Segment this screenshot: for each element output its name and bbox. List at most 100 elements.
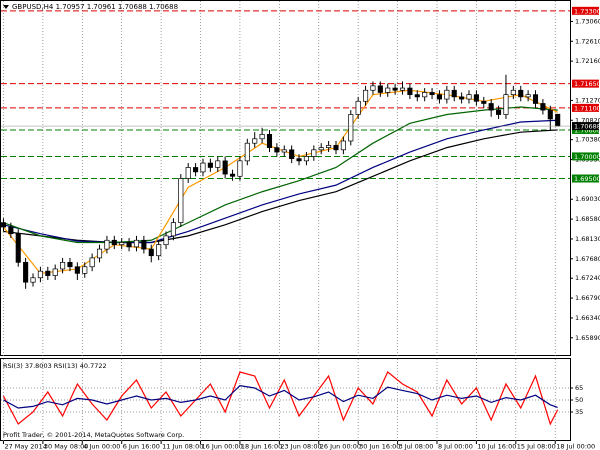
candle-body [540,103,546,111]
candle-body [133,239,140,248]
y-tick-label: 1.65890 [575,334,600,342]
x-tick-label: 18 Jul 00:00 [556,443,595,450]
candle-body [473,94,479,102]
x-tick-label: 4 Jun 00:00 [83,443,120,450]
level-label: 1.69500 [574,175,600,183]
candle-body [303,156,309,162]
x-tick-label: 3 Jul 08:00 [399,443,434,450]
y-tick-label: 65 [575,384,583,392]
x-tick-label: 16 Jun 00:00 [202,443,243,450]
candle-body [119,242,125,246]
candle-body [30,277,36,283]
candle-body [555,113,561,127]
candle-body [96,248,103,259]
candle-body [311,149,317,157]
candle-body [0,222,7,228]
y-tick-label: 1.70820 [575,116,600,124]
candle-body [178,178,184,223]
y-tick-label: 1.70380 [575,136,600,144]
candle-body [274,147,280,153]
candle-body [104,239,110,250]
candle-body [148,248,154,257]
candle-body [52,268,58,276]
candle-body [414,94,420,98]
y-tick-label: 1.72610 [575,37,600,45]
x-tick-label: 30 May 08:00 [44,443,89,450]
candle-body [377,85,383,93]
level-label: 1.70600 [574,126,600,134]
candle-body [60,261,66,270]
candle-body [392,87,398,91]
candle-body [266,134,273,148]
candle-body [481,100,487,104]
candle-body [370,85,376,91]
candle-body [318,147,324,151]
candle-body [237,160,243,177]
candle-body [296,158,302,162]
series-line [3,119,558,244]
candle-body [74,266,80,274]
candle-body [82,266,88,274]
series-line [3,384,558,409]
price-marker-label: 1.70688 [574,123,600,131]
x-tick-label: 30 Jun 16:00 [359,443,400,450]
x-tick-label: 18 Jun 16:00 [241,443,282,450]
level-label-box [572,79,599,88]
candle-body [207,162,213,168]
x-tick-label: 6 Jun 16:00 [123,443,160,450]
candle-body [444,89,450,100]
candle-body [510,89,516,96]
candle-body [459,96,465,100]
copyright: Profit Trader, © 2001-2014, MetaQuotes S… [3,431,184,439]
candle-body [348,114,354,142]
candle-body [141,239,147,250]
candle-body [23,261,29,283]
level-label: 1.70000 [574,153,600,161]
candle-body [89,257,95,268]
candle-body [67,261,73,268]
level-label: 1.73300 [574,7,600,15]
y-tick-label: 35 [575,408,583,416]
candle-body [229,173,236,177]
candle-body [399,87,406,91]
x-tick-label: 8 Jul 00:00 [438,443,473,450]
candle-body [436,94,443,100]
main-panel [0,0,571,356]
x-tick-label: 26 Jun 00:00 [320,443,361,450]
candle-body [385,87,391,93]
rsi-title: RSI(3) 37.8003 RSI(13) 40.7722 [3,362,107,370]
y-tick-label: 1.68580 [575,215,600,223]
y-tick-label: 50 [575,396,583,404]
level-label-box [572,103,599,112]
candle-body [126,242,132,248]
y-tick-label: 1.73060 [575,17,600,25]
candle-body [37,270,43,279]
candle-body [488,103,494,111]
y-tick-label: 1.68130 [575,235,600,243]
series-line [3,106,558,244]
candle-body [532,94,539,104]
candle-body [111,239,117,246]
candle-body [193,167,199,173]
level-label: 1.71100 [574,104,600,112]
candle-body [429,92,435,96]
candle-body [422,92,428,98]
x-tick-label: 27 May 2014 [4,443,46,450]
y-tick-label: 1.66790 [575,294,600,302]
candle-body [340,140,346,151]
candle-body [547,109,553,120]
candle-body [496,109,502,115]
candle-body [326,145,332,148]
candle-body [45,270,51,276]
candle-body [525,94,531,98]
candle-body [215,160,221,168]
candle-body [185,167,191,179]
y-tick-label: 1.66340 [575,314,600,322]
level-label-box [572,152,599,161]
level-label-box [572,174,599,183]
candle-body [503,94,509,115]
candle-body [8,226,14,235]
candle-body [466,94,472,100]
